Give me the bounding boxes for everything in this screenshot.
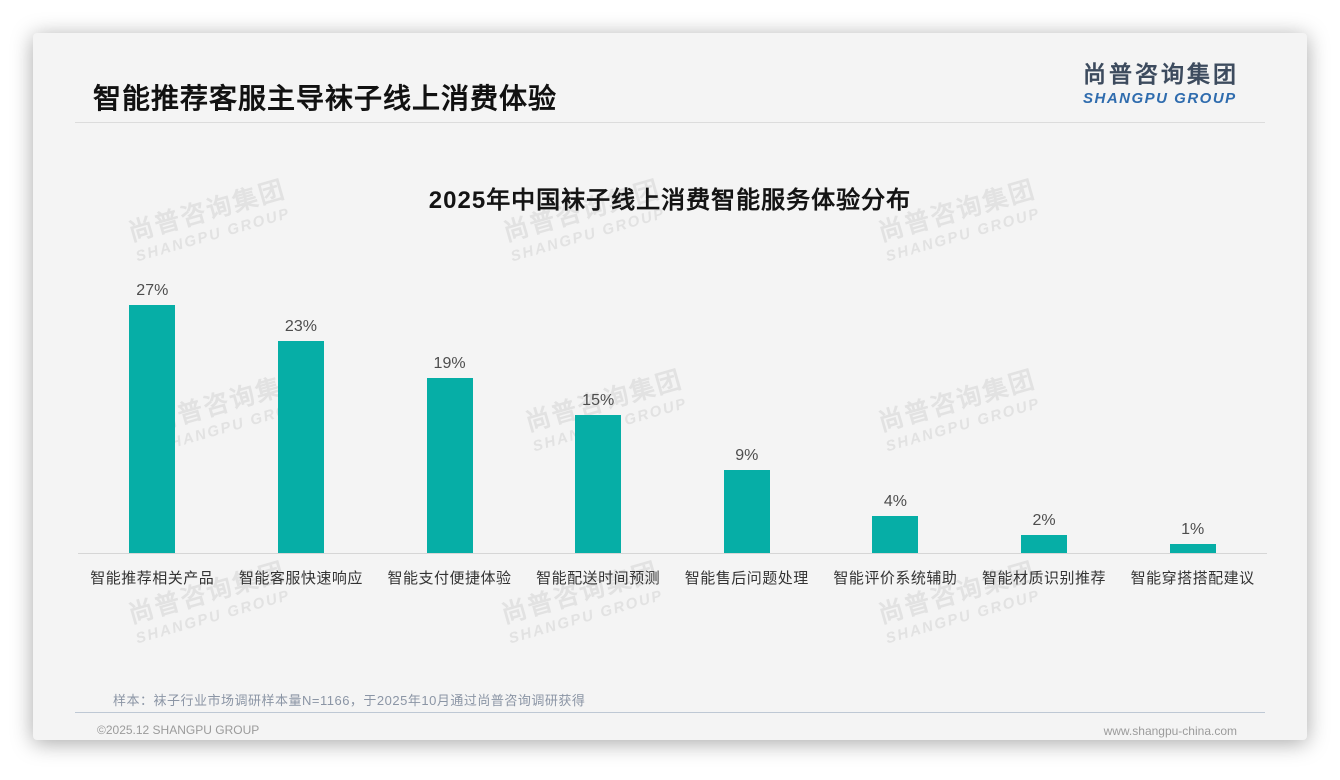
chart-title: 2025年中国袜子线上消费智能服务体验分布 <box>428 187 912 214</box>
footer-copyright: ©2025.12 SHANGPU GROUP <box>97 723 260 737</box>
bar-value-label: 2% <box>1032 511 1056 529</box>
bar-cell: 27% <box>78 282 227 553</box>
page-title: 智能推荐客服主导袜子线上消费体验 <box>93 83 558 114</box>
bar-value-label: 1% <box>1181 520 1205 538</box>
logo-chinese-text: 尚普咨询集团 <box>1083 61 1239 87</box>
x-axis-line <box>78 553 1267 554</box>
category-label: 智能推荐相关产品 <box>90 570 215 587</box>
bar-value-label: 9% <box>735 447 759 465</box>
footer-website: www.shangpu-china.com <box>1103 724 1237 738</box>
bar-value-label: 23% <box>284 318 317 336</box>
category-label: 智能评价系统辅助 <box>833 570 958 587</box>
bar <box>575 415 622 553</box>
bar-cell: 1% <box>1118 521 1267 553</box>
category-label: 智能材质识别推荐 <box>982 570 1107 587</box>
watermark-english-text: SHANGPU GROUP <box>883 586 1043 648</box>
bar-cell: 9% <box>673 447 822 553</box>
footer-divider <box>75 712 1265 713</box>
company-logo: 尚普咨询集团 SHANGPU GROUP <box>1083 55 1239 107</box>
bar-cell: 15% <box>524 392 673 553</box>
watermark-english-text: SHANGPU GROUP <box>133 586 293 648</box>
bar-value-label: 27% <box>136 281 169 299</box>
bar <box>426 378 473 553</box>
bar-chart: 27% 23% 19% 15% 9% 4% 2% 1% 智能推荐相关产品 智能客服快速响应 智能支… <box>78 273 1267 588</box>
bar-value-label: 15% <box>582 392 615 409</box>
bar <box>129 304 176 553</box>
slide-card: 尚普咨询集团 SHANGPU GROUP 尚普咨询集团 SHANGPU GROUP 尚普… <box>33 33 1307 740</box>
category-label: 智能客服快速响应 <box>238 570 363 587</box>
bar <box>277 341 324 553</box>
category-label: 智能配送时间预测 <box>536 570 661 587</box>
bar-cell: 2% <box>970 512 1119 553</box>
bar-value-label: 19% <box>433 355 466 373</box>
category-label: 智能售后问题处理 <box>684 570 809 587</box>
sample-note: 样本：袜子行业市场调研样本量N=1166，于2025年10月通过尚普咨询调研获得 <box>113 693 586 708</box>
bars-row: 27% 23% 19% 15% 9% 4% 2% 1% <box>78 273 1267 553</box>
header-divider <box>75 122 1265 123</box>
bar <box>723 470 770 553</box>
category-labels-row: 智能推荐相关产品 智能客服快速响应 智能支付便捷体验 智能配送时间预测 智能售后问题处理… <box>78 567 1267 588</box>
watermark-english-text: SHANGPU GROUP <box>506 586 666 648</box>
bar-cell: 4% <box>821 493 970 553</box>
bar-cell: 23% <box>227 318 376 553</box>
bar <box>872 516 919 553</box>
category-label: 智能支付便捷体验 <box>387 570 512 587</box>
logo-english-text: SHANGPU GROUP <box>1083 90 1237 107</box>
category-label: 智能穿搭搭配建议 <box>1130 570 1255 587</box>
bar <box>1169 543 1216 553</box>
bar-value-label: 4% <box>883 493 907 511</box>
bar <box>1021 534 1068 553</box>
bar-cell: 19% <box>375 355 524 553</box>
